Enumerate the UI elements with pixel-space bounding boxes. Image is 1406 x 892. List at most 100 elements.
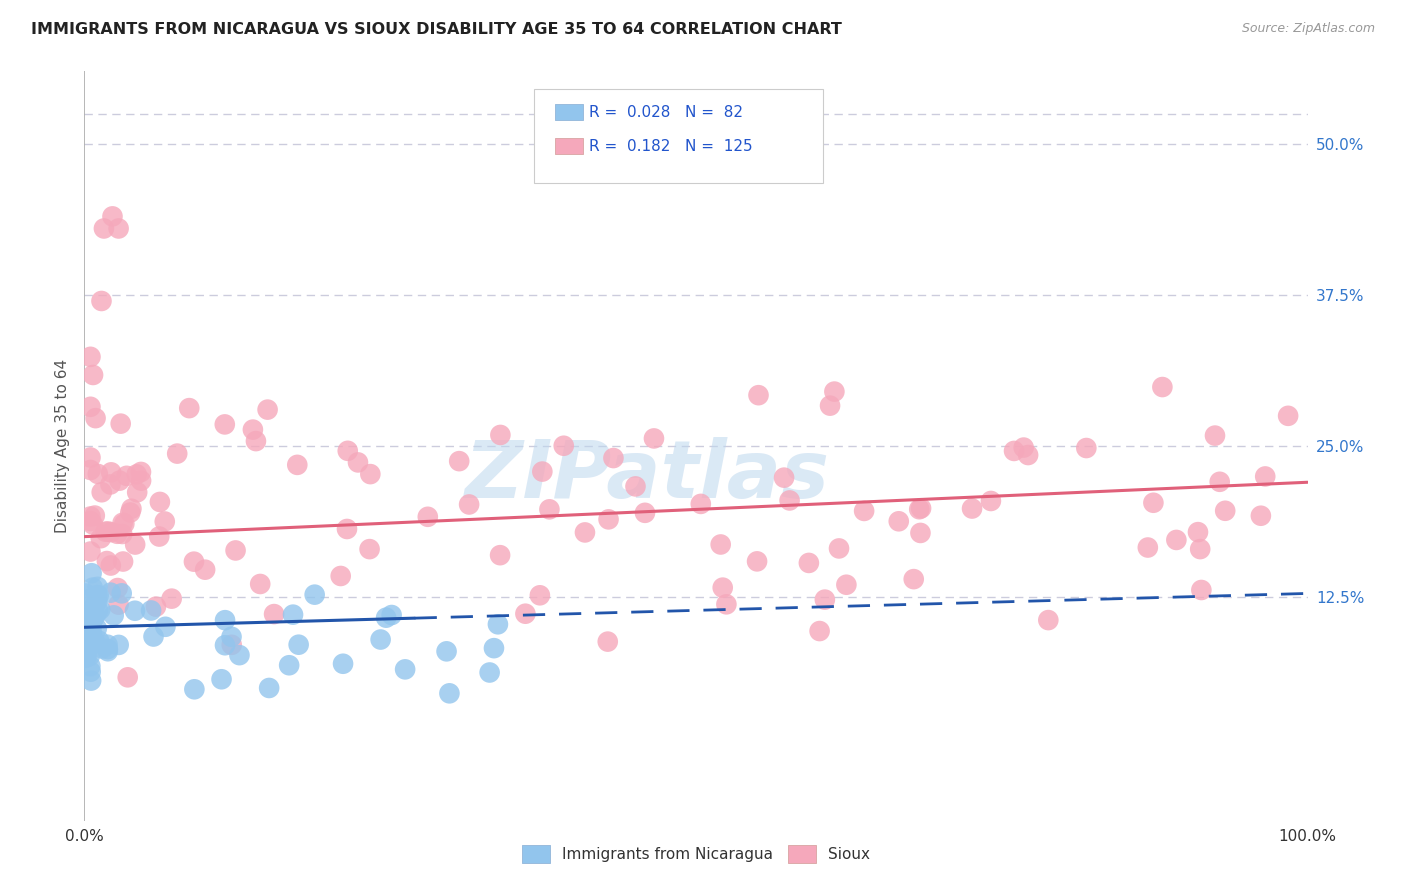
Point (120, 506, 142, 520)
Point (153, 515, 176, 529)
Point (359, 467, 381, 482)
Point (160, 591, 183, 606)
Point (83, 508, 105, 523)
Point (107, 581, 129, 595)
Point (287, 638, 309, 652)
Point (100, 585, 122, 599)
Point (84, 411, 107, 425)
Point (96, 554, 118, 568)
Point (1017, 448, 1039, 462)
Point (97, 642, 120, 657)
Point (77, 622, 100, 636)
Point (1136, 541, 1159, 555)
Point (107, 221, 129, 235)
Point (142, 630, 165, 644)
Point (105, 526, 128, 541)
Point (1166, 533, 1188, 547)
Point (76, 632, 98, 646)
Point (129, 474, 152, 488)
Point (76, 634, 98, 648)
Point (83, 599, 105, 613)
Point (747, 388, 769, 402)
Point (86, 622, 108, 636)
Point (711, 581, 734, 595)
Point (79, 514, 101, 528)
Point (79, 659, 101, 673)
Point (75, 628, 97, 642)
Point (689, 497, 711, 511)
Point (179, 401, 201, 416)
Point (97, 524, 120, 539)
Point (148, 530, 170, 544)
Point (80, 616, 103, 631)
Point (89, 602, 111, 616)
Point (773, 470, 796, 484)
Point (214, 613, 236, 627)
Point (79, 637, 101, 651)
Point (82, 517, 104, 532)
Point (87, 467, 110, 481)
Point (910, 525, 932, 540)
Point (1152, 380, 1174, 394)
Point (79, 463, 101, 477)
Point (416, 509, 439, 524)
Point (1187, 525, 1209, 540)
Point (129, 465, 152, 479)
Point (221, 638, 243, 652)
Point (835, 578, 858, 592)
Point (515, 607, 537, 621)
Point (1209, 475, 1232, 489)
Point (79, 634, 101, 648)
Point (194, 563, 217, 577)
Point (79, 450, 101, 465)
Point (79, 624, 101, 638)
Point (79, 350, 101, 364)
Point (90, 531, 112, 545)
Point (336, 443, 359, 458)
Point (1002, 444, 1025, 458)
Point (82, 628, 104, 642)
Point (458, 498, 481, 512)
Point (149, 495, 172, 509)
Point (87, 603, 110, 617)
Point (80, 617, 103, 632)
Point (87, 588, 110, 602)
Point (77, 611, 100, 625)
Point (76, 639, 98, 653)
Point (75, 643, 97, 657)
Point (634, 506, 657, 520)
Point (111, 586, 134, 600)
Point (139, 603, 162, 617)
Point (489, 548, 512, 562)
Point (80, 632, 103, 646)
Point (145, 599, 167, 614)
Point (710, 537, 733, 551)
Text: ZIPatlas: ZIPatlas (464, 437, 830, 515)
Point (263, 607, 285, 621)
Point (80, 623, 103, 637)
Point (598, 512, 620, 526)
Point (643, 432, 665, 446)
Point (242, 423, 264, 437)
Point (82, 368, 104, 382)
Point (77, 615, 100, 630)
Point (439, 686, 461, 700)
Point (120, 501, 142, 516)
Point (436, 644, 458, 658)
Point (359, 542, 381, 557)
Point (124, 604, 146, 618)
Point (745, 554, 768, 568)
Point (125, 467, 148, 482)
Point (76, 649, 98, 664)
Point (84, 608, 107, 623)
Point (112, 516, 135, 531)
Point (538, 502, 561, 516)
Point (107, 598, 129, 612)
Point (1254, 469, 1277, 483)
Point (101, 210, 124, 224)
Point (79, 648, 101, 663)
Point (256, 402, 278, 417)
Point (112, 555, 135, 569)
Point (155, 620, 177, 634)
Point (107, 638, 129, 652)
